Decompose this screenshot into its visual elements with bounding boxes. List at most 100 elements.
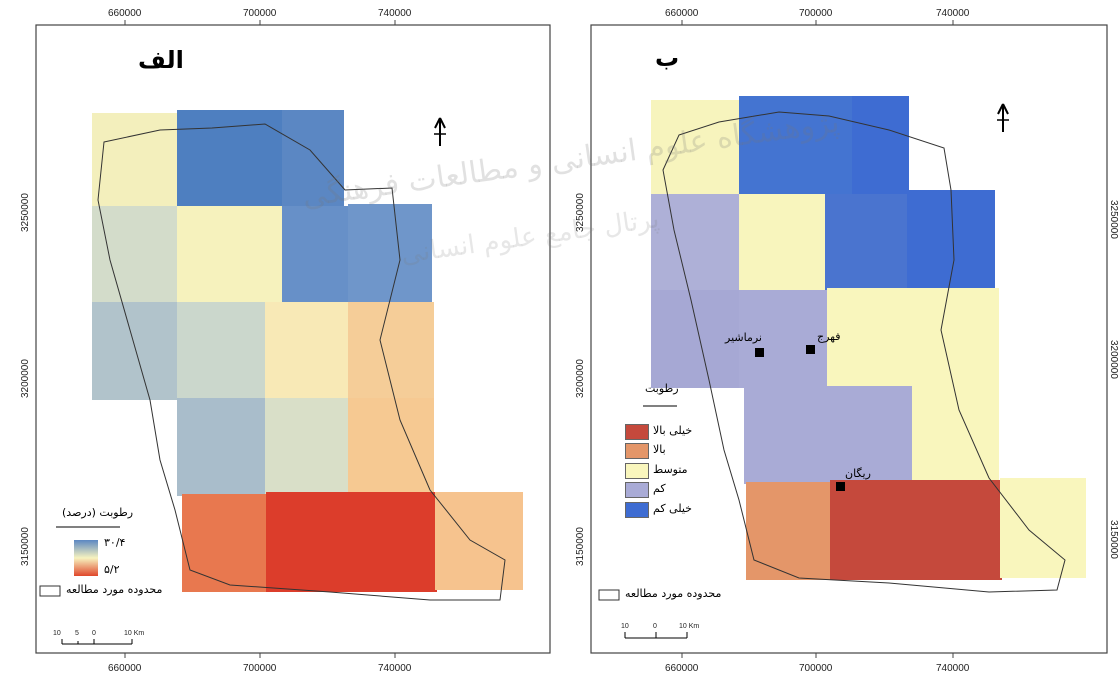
legend-high-value: ۳۰/۴	[104, 536, 126, 549]
town-label-fahraj: فهرج	[817, 330, 841, 343]
grid-cell	[265, 302, 350, 400]
scale-label: 0	[92, 630, 96, 637]
map-alef-canvas: 660000 700000 740000 660000 700000 74000…	[20, 8, 551, 674]
legend-label-very-high: خیلی بالا	[653, 424, 693, 437]
legend-boundary-swatch	[39, 585, 61, 597]
y-tick-label: 3200000	[575, 359, 586, 398]
town-label-rigan: ریگان	[845, 467, 871, 480]
grid-cell	[177, 206, 284, 302]
x-tick-label: 740000	[936, 663, 970, 674]
map-be-canvas: 660000 700000 740000 660000 700000 74000…	[575, 8, 1118, 674]
legend-label-medium: متوسط	[653, 463, 688, 476]
grid-cell	[907, 190, 995, 290]
grid-cell	[282, 110, 344, 208]
x-tick-label: 660000	[665, 8, 699, 19]
y-tick-label: 3150000	[20, 527, 31, 566]
grid-cell	[348, 398, 434, 496]
legend-swatch-low	[625, 482, 649, 498]
map-frame	[590, 24, 1108, 654]
legend-title: رطوبت	[645, 382, 679, 395]
legend-boundary-label: محدوده مورد مطالعه	[625, 587, 722, 600]
x-tick-label: 740000	[936, 8, 970, 19]
x-tick-label: 660000	[108, 8, 142, 19]
grid-cell	[435, 492, 523, 590]
legend-swatch-very-low	[625, 502, 649, 518]
north-arrow-icon	[434, 117, 446, 146]
legend-swatch-very-high	[625, 424, 649, 440]
scale-label: 10	[53, 630, 61, 637]
x-tick-label: 740000	[378, 8, 412, 19]
x-tick-label: 660000	[108, 663, 142, 674]
town-marker-fahraj	[806, 345, 815, 354]
grid-cell	[739, 96, 854, 195]
town-marker-rigan	[836, 482, 845, 491]
x-tick-label: 700000	[243, 8, 277, 19]
legend-title: رطوبت (درصد)	[62, 506, 134, 519]
map-panel-alef: 660000 700000 740000 660000 700000 74000…	[20, 8, 551, 674]
legend-swatch-high	[625, 443, 649, 459]
scale-label: 10 Km	[124, 630, 144, 637]
x-ticks-top	[681, 20, 954, 25]
town-label-narmashir: نرماشیر	[725, 331, 762, 344]
map-frame	[35, 24, 551, 654]
y-tick-label: 3250000	[20, 193, 31, 232]
grid-cell	[182, 494, 268, 592]
grid-cell	[348, 204, 432, 302]
north-arrow-icon	[997, 103, 1009, 132]
grid-cell	[92, 113, 179, 208]
grid-cell	[830, 480, 1002, 580]
moisture-classes-grid-be	[651, 96, 1086, 580]
grid-cell	[177, 110, 284, 208]
x-tick-label: 700000	[799, 8, 833, 19]
grid-cell	[177, 302, 267, 400]
map-title-be: ب	[655, 44, 680, 72]
grid-cell	[746, 482, 832, 580]
scale-label: 10 Km	[679, 623, 699, 630]
grid-cell	[177, 398, 267, 496]
grid-cell	[651, 194, 741, 292]
grid-cell	[92, 206, 179, 304]
grid-cell	[266, 492, 437, 592]
map-panel-be: 660000 700000 740000 660000 700000 74000…	[559, 0, 1118, 681]
legend-boundary-swatch	[598, 589, 620, 601]
grid-cell	[852, 96, 909, 195]
legend-label-very-low: خیلی کم	[653, 502, 692, 515]
moisture-grid-alef	[92, 110, 523, 592]
grid-cell	[265, 398, 350, 496]
scale-label: 10	[621, 623, 629, 630]
y-tick-label: 3150000	[1108, 520, 1118, 559]
map-title-alef: الف	[138, 46, 184, 74]
grid-cell	[651, 290, 741, 388]
grid-cell	[282, 206, 350, 302]
legend-label-low: کم	[653, 482, 666, 495]
x-tick-label: 740000	[378, 663, 412, 674]
scale-label: 0	[653, 623, 657, 630]
scale-bar	[624, 632, 688, 639]
y-tick-label: 3250000	[575, 193, 586, 232]
study-area-boundary	[662, 111, 1066, 593]
legend-swatch-medium	[625, 463, 649, 479]
x-ticks-top	[124, 20, 396, 25]
legend-low-value: ۵/۲	[104, 563, 120, 576]
grid-cell	[912, 386, 999, 484]
grid-cell	[651, 100, 741, 195]
town-marker-narmashir	[755, 348, 764, 357]
y-tick-label: 3250000	[1108, 200, 1118, 239]
grid-cell	[825, 194, 909, 292]
legend-boundary-label: محدوده مورد مطالعه	[66, 583, 163, 596]
x-ticks-bottom	[124, 653, 396, 658]
grid-cell	[827, 288, 999, 386]
grid-cell	[739, 194, 827, 292]
legend-gradient	[74, 540, 98, 576]
x-ticks-bottom	[681, 653, 954, 658]
x-tick-label: 660000	[665, 663, 699, 674]
x-tick-label: 700000	[243, 663, 277, 674]
grid-cell	[1000, 478, 1086, 578]
grid-cell	[744, 386, 914, 484]
y-tick-label: 3200000	[1108, 340, 1118, 379]
y-tick-label: 3150000	[575, 527, 586, 566]
study-area-boundary	[97, 123, 506, 601]
scale-bar	[61, 639, 133, 645]
y-tick-label: 3200000	[20, 359, 31, 398]
scale-label: 5	[75, 630, 79, 637]
